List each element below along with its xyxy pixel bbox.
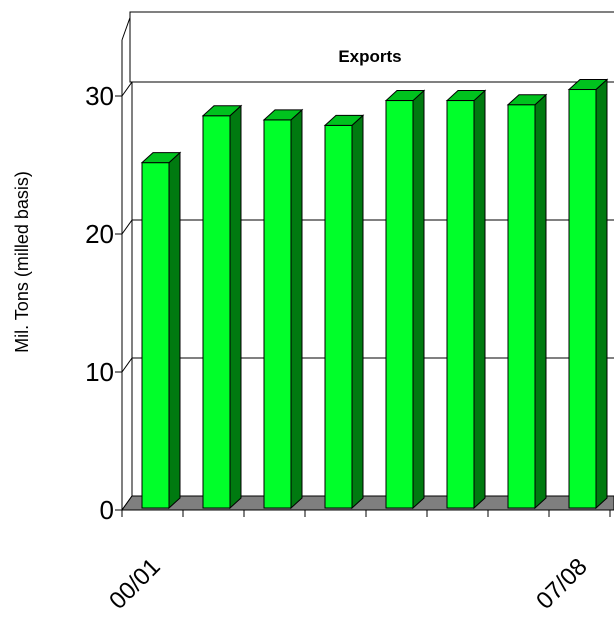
- y-tick-labels: 0 10 20 30: [85, 81, 114, 525]
- bar-side: [351, 114, 364, 510]
- y-axis-label: Mil. Tons (milled basis): [12, 171, 32, 353]
- bar: [384, 89, 426, 510]
- bar-front: [568, 89, 597, 509]
- bar-front: [385, 100, 414, 509]
- title-box: [129, 11, 614, 83]
- bar-front: [202, 115, 231, 509]
- bar-top: [567, 79, 609, 91]
- bar: [445, 89, 487, 510]
- x-category-label: 00/01: [104, 553, 166, 615]
- plot-frame: [121, 11, 133, 510]
- bar-top: [262, 109, 304, 121]
- bar-front: [446, 100, 475, 509]
- bar-side: [412, 89, 425, 510]
- y-tick-label: 20: [85, 219, 114, 249]
- bar-side: [473, 89, 486, 510]
- axes: [115, 95, 614, 517]
- gridline-slant: [121, 219, 133, 235]
- bar-side: [534, 93, 547, 510]
- bar-front: [141, 162, 170, 509]
- bar-top: [384, 90, 426, 102]
- gridline-slant: [121, 357, 133, 373]
- bar: [567, 78, 609, 510]
- bar-side: [290, 108, 303, 510]
- x-tick-labels: 00/01 07/08: [104, 553, 593, 615]
- bar-side: [595, 78, 608, 510]
- bar-front: [263, 119, 292, 509]
- bar: [323, 114, 365, 510]
- y-tick-label: 30: [85, 81, 114, 111]
- y-tick-label: 10: [85, 357, 114, 387]
- bar-front: [507, 104, 536, 509]
- bar-front: [324, 124, 353, 509]
- bar-top: [140, 152, 182, 164]
- bar-top: [323, 114, 365, 126]
- chart-title: Exports: [338, 47, 401, 66]
- bar-top: [506, 94, 548, 106]
- bar-top: [201, 105, 243, 117]
- bar-series: [140, 78, 609, 510]
- bar: [262, 108, 304, 510]
- bar: [201, 104, 243, 510]
- bar-top: [445, 90, 487, 102]
- bar: [140, 151, 182, 510]
- gridline-slant: [121, 81, 133, 97]
- bar-side: [168, 151, 181, 510]
- bar-side: [229, 104, 242, 510]
- bar: [506, 93, 548, 510]
- x-category-label: 07/08: [531, 553, 593, 615]
- y-tick-label: 0: [100, 495, 114, 525]
